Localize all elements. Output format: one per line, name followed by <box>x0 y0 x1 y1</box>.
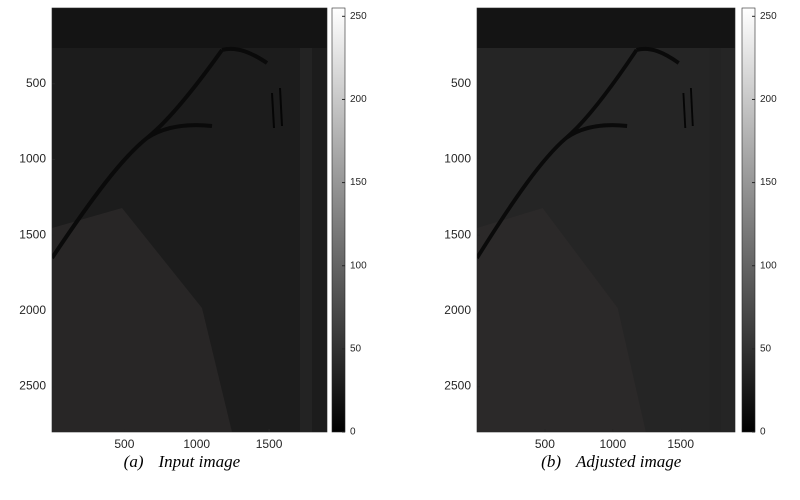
x-tick-label: 500 <box>535 437 555 451</box>
x-tick-label: 1000 <box>599 437 626 451</box>
marks <box>271 87 283 129</box>
top-band <box>52 8 327 48</box>
y-tick-label: 500 <box>451 76 471 90</box>
wall-edge <box>709 48 721 432</box>
roof <box>52 208 232 432</box>
roof <box>477 208 646 432</box>
x-tick-label: 1500 <box>667 437 694 451</box>
colorbar <box>331 7 346 433</box>
colorbar-tick-label: 150 <box>350 177 367 188</box>
colorbar-tick-label: 0 <box>760 427 766 438</box>
wall-edge <box>300 48 312 432</box>
y-tick-label: 1000 <box>444 152 471 166</box>
colorbar-tick-label: 100 <box>350 260 367 271</box>
colorbar-tick-label: 250 <box>350 11 367 22</box>
caption-label: (a) <box>124 452 144 471</box>
x-tick-label: 500 <box>114 437 134 451</box>
axes-box <box>476 7 736 433</box>
y-tick-label: 1500 <box>444 227 471 241</box>
branch <box>52 46 269 260</box>
y-tick-label: 2500 <box>19 379 46 393</box>
panel: 500 1000 1500 500 1000 1500 2000 2500 0 50 100 150 2… <box>444 7 777 471</box>
colorbar-tick-label: 50 <box>760 344 772 355</box>
y-tick-label: 1500 <box>19 227 46 241</box>
colorbar-tick-label: 100 <box>760 260 777 271</box>
caption: Adjusted image <box>575 452 682 471</box>
y-tick-label: 500 <box>26 76 46 90</box>
x-tick-label: 1500 <box>256 437 283 451</box>
colorbar-tick-label: 150 <box>760 177 777 188</box>
y-tick-label: 2000 <box>19 303 46 317</box>
colorbar <box>741 7 756 433</box>
colorbar-tick-label: 0 <box>350 427 356 438</box>
colorbar-tick-label: 200 <box>350 94 367 105</box>
top-band <box>477 8 735 48</box>
image <box>477 8 735 432</box>
scene <box>52 8 327 432</box>
image <box>52 8 327 432</box>
y-tick-label: 1000 <box>19 152 46 166</box>
y-tick-label: 2500 <box>444 379 471 393</box>
colorbar-tick-label: 50 <box>350 344 362 355</box>
axes-box <box>51 7 328 433</box>
caption-label: (b) <box>541 452 561 471</box>
panel: 500 1000 1500 500 1000 1500 2000 2500 0 50 100 150 2… <box>19 7 367 471</box>
y-tick-label: 2000 <box>444 303 471 317</box>
caption: Input image <box>158 452 241 471</box>
colorbar-tick-label: 250 <box>760 11 777 22</box>
scene <box>477 8 735 432</box>
x-tick-label: 1000 <box>183 437 210 451</box>
branch <box>477 46 680 260</box>
colorbar-tick-label: 200 <box>760 94 777 105</box>
marks <box>682 87 694 129</box>
